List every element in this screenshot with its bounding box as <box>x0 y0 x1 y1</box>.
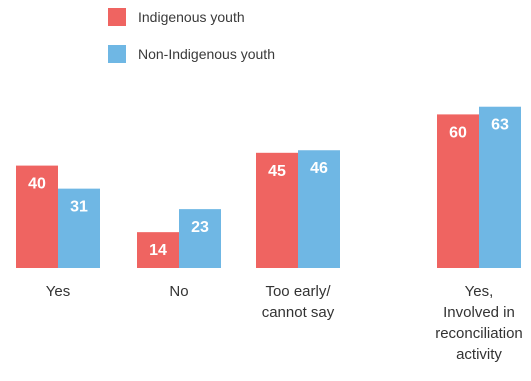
bar-indigenous-1 <box>137 232 179 268</box>
category-label-line: cannot say <box>262 304 335 321</box>
category-label-3: Yes, Involved in reconciliation activity <box>435 283 523 363</box>
legend-label-indigenous: Indigenous youth <box>138 9 245 25</box>
category-label-line: Too early/ <box>265 283 331 300</box>
value-label-indigenous-1: 14 <box>149 242 167 259</box>
bar-non-indigenous-0 <box>58 188 100 268</box>
legend-swatch-non-indigenous <box>108 45 126 63</box>
value-label-non-indigenous-2: 46 <box>310 160 328 177</box>
value-label-non-indigenous-3: 63 <box>491 117 509 134</box>
category-label-1: No <box>169 283 188 300</box>
category-label-line: Yes, <box>465 283 494 300</box>
legend-item-non-indigenous: Non-Indigenous youth <box>108 45 275 63</box>
legend: Indigenous youth Non-Indigenous youth <box>108 8 275 82</box>
category-label-line: Involved in <box>443 304 515 321</box>
value-label-non-indigenous-1: 23 <box>191 219 209 236</box>
legend-swatch-indigenous <box>108 8 126 26</box>
value-label-indigenous-2: 45 <box>268 163 286 180</box>
value-label-indigenous-0: 40 <box>28 176 46 193</box>
value-label-non-indigenous-0: 31 <box>70 199 88 216</box>
category-label-line: reconciliation <box>435 325 523 342</box>
category-label-line: activity <box>456 346 502 363</box>
legend-item-indigenous: Indigenous youth <box>108 8 275 26</box>
bar-indigenous-3 <box>437 114 479 269</box>
value-label-indigenous-3: 60 <box>449 124 467 141</box>
category-label-line: Yes <box>46 283 70 300</box>
bar-non-indigenous-2 <box>298 150 340 268</box>
bar-indigenous-0 <box>16 165 58 268</box>
category-label-2: Too early/cannot say <box>262 283 335 321</box>
bar-non-indigenous-3 <box>479 106 521 268</box>
category-label-line: No <box>169 283 188 300</box>
category-label-0: Yes <box>46 283 70 300</box>
bar-non-indigenous-1 <box>179 209 221 268</box>
bar-indigenous-2 <box>256 152 298 268</box>
legend-label-non-indigenous: Non-Indigenous youth <box>138 46 275 62</box>
